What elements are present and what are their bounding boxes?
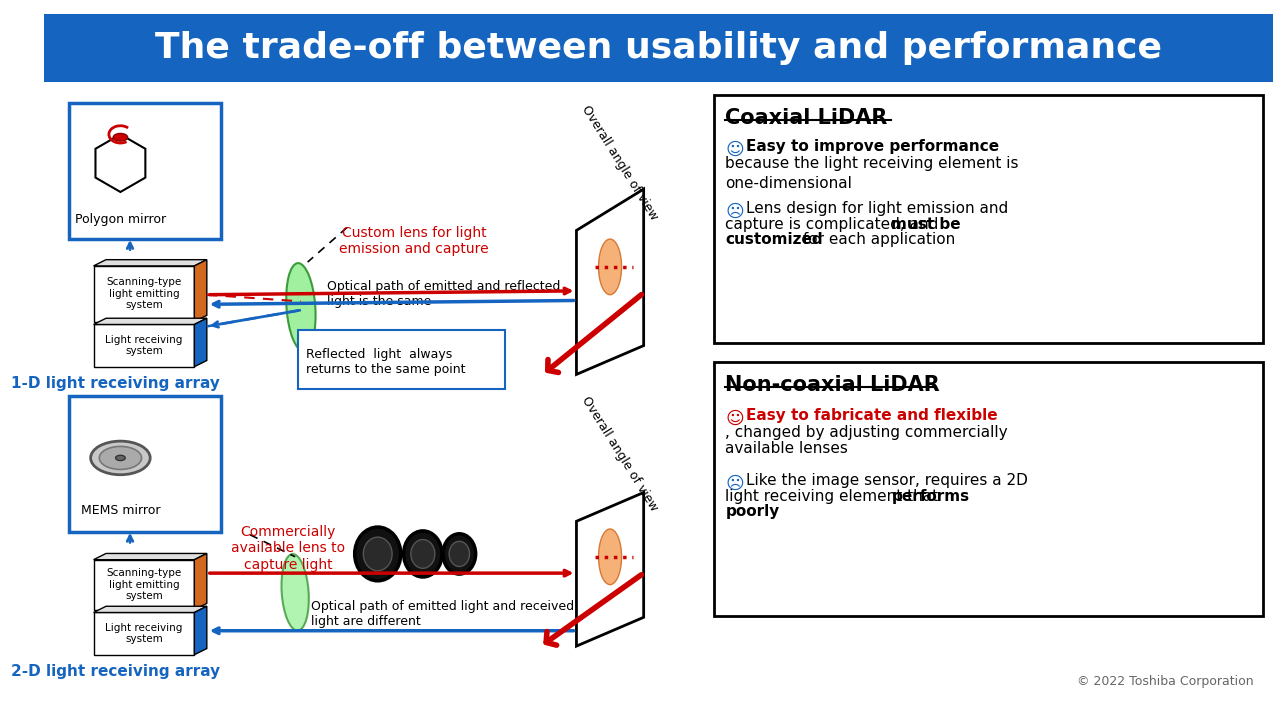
Text: ☹: ☹	[726, 475, 744, 493]
FancyBboxPatch shape	[69, 395, 221, 532]
Text: poorly: poorly	[726, 504, 780, 519]
Ellipse shape	[443, 534, 476, 574]
Polygon shape	[195, 606, 207, 654]
Ellipse shape	[287, 263, 316, 351]
Bar	[93, 559, 195, 610]
Polygon shape	[195, 318, 207, 366]
Bar	[93, 325, 195, 366]
Text: Overall angle of view: Overall angle of view	[580, 103, 660, 222]
Bar	[93, 266, 195, 322]
Text: customized: customized	[726, 233, 823, 247]
Ellipse shape	[91, 441, 150, 474]
Text: Optical path of emitted light and received
light are different: Optical path of emitted light and receiv…	[311, 600, 573, 628]
Ellipse shape	[599, 529, 622, 585]
Ellipse shape	[599, 239, 622, 294]
Text: Light receiving
system: Light receiving system	[105, 623, 183, 644]
Polygon shape	[93, 606, 207, 613]
Ellipse shape	[411, 539, 435, 568]
Text: Overall angle of view: Overall angle of view	[580, 394, 660, 513]
Ellipse shape	[355, 527, 401, 581]
Text: Easy to fabricate and flexible: Easy to fabricate and flexible	[746, 408, 998, 423]
Ellipse shape	[403, 531, 442, 577]
Text: capture is complicated, and: capture is complicated, and	[726, 217, 943, 232]
Text: Scanning-type
light emitting
system: Scanning-type light emitting system	[106, 568, 182, 601]
Text: Commercially
available lens to
capture light: Commercially available lens to capture l…	[230, 525, 344, 572]
Text: ☺: ☺	[726, 141, 744, 159]
Text: MEMS mirror: MEMS mirror	[81, 505, 160, 518]
Text: Reflected  light  always
returns to the same point: Reflected light always returns to the sa…	[306, 348, 465, 376]
Polygon shape	[576, 189, 644, 374]
Text: Like the image sensor, requires a 2D: Like the image sensor, requires a 2D	[746, 473, 1028, 488]
Text: Coaxial LiDAR: Coaxial LiDAR	[726, 109, 887, 128]
Ellipse shape	[364, 537, 392, 571]
Polygon shape	[195, 260, 207, 322]
Text: 1-D light receiving array: 1-D light receiving array	[12, 377, 220, 392]
Text: must be: must be	[891, 217, 961, 232]
Ellipse shape	[282, 554, 308, 631]
Polygon shape	[195, 554, 207, 610]
Ellipse shape	[115, 455, 125, 461]
FancyBboxPatch shape	[298, 330, 506, 389]
Bar	[93, 613, 195, 654]
Text: Easy to improve performance: Easy to improve performance	[746, 139, 1000, 154]
Text: Custom lens for light
emission and capture: Custom lens for light emission and captu…	[339, 225, 489, 256]
Text: 2-D light receiving array: 2-D light receiving array	[12, 665, 220, 680]
Text: Lens design for light emission and: Lens design for light emission and	[746, 201, 1009, 215]
Polygon shape	[93, 318, 207, 325]
Polygon shape	[96, 135, 146, 192]
Text: because the light receiving element is
one-dimensional: because the light receiving element is o…	[726, 156, 1019, 192]
Text: ☺: ☺	[726, 410, 744, 428]
Ellipse shape	[100, 446, 142, 469]
Ellipse shape	[113, 133, 128, 141]
Text: © 2022 Toshiba Corporation: © 2022 Toshiba Corporation	[1076, 675, 1253, 688]
Text: Non-coaxial LiDAR: Non-coaxial LiDAR	[726, 375, 940, 395]
Text: for each application: for each application	[799, 233, 955, 247]
Text: , changed by adjusting commercially: , changed by adjusting commercially	[726, 426, 1007, 441]
Ellipse shape	[449, 541, 470, 567]
Text: performs: performs	[891, 489, 969, 504]
Bar	[714, 362, 1263, 616]
FancyBboxPatch shape	[69, 103, 221, 239]
Bar	[714, 95, 1263, 343]
Text: Polygon mirror: Polygon mirror	[74, 212, 166, 225]
Text: ☹: ☹	[726, 202, 744, 220]
Text: Scanning-type
light emitting
system: Scanning-type light emitting system	[106, 277, 182, 310]
Polygon shape	[93, 260, 207, 266]
Text: The trade-off between usability and performance: The trade-off between usability and perf…	[155, 31, 1161, 65]
Text: Optical path of emitted and reflected
light is the same: Optical path of emitted and reflected li…	[326, 280, 561, 308]
Polygon shape	[93, 554, 207, 559]
Bar	[44, 14, 1272, 81]
Text: available lenses: available lenses	[726, 441, 849, 456]
Polygon shape	[576, 492, 644, 646]
Text: Light receiving
system: Light receiving system	[105, 335, 183, 356]
Text: light receiving element that: light receiving element that	[726, 489, 943, 504]
